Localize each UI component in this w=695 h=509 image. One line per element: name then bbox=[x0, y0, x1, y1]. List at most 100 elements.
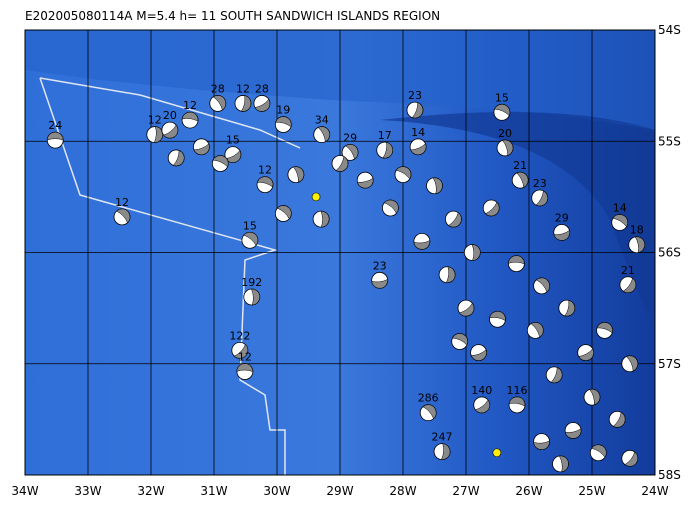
beachball bbox=[331, 155, 349, 172]
beachball bbox=[608, 410, 626, 428]
beachball-quadrant bbox=[445, 266, 456, 283]
beachball-quadrant bbox=[535, 190, 548, 207]
beachball bbox=[508, 255, 525, 273]
beachball bbox=[253, 95, 271, 112]
y-tick-label: 58S bbox=[658, 468, 681, 482]
beachball-quadrant bbox=[459, 302, 475, 317]
beachball-quadrant bbox=[317, 126, 330, 143]
beachball bbox=[256, 176, 274, 194]
beachball-quadrant bbox=[236, 363, 254, 373]
x-tick-label: 28W bbox=[389, 484, 416, 498]
beachball bbox=[46, 131, 64, 149]
beachball-quadrant bbox=[371, 278, 388, 289]
x-tick-label: 31W bbox=[200, 484, 227, 498]
beachball bbox=[545, 366, 563, 384]
beachball-quadrant bbox=[535, 277, 550, 293]
beachball bbox=[511, 171, 529, 189]
y-tick-label: 56S bbox=[658, 246, 681, 260]
beachball-quadrant bbox=[212, 155, 229, 168]
beachball-quadrant bbox=[293, 166, 305, 183]
beachball bbox=[611, 214, 629, 231]
depth-label: 14 bbox=[613, 201, 627, 214]
depth-label: 23 bbox=[373, 259, 387, 272]
beachball bbox=[628, 236, 646, 254]
beachball bbox=[533, 277, 550, 295]
beachball-quadrant bbox=[489, 311, 506, 322]
beachball bbox=[181, 111, 199, 129]
beachball bbox=[589, 444, 607, 462]
beachball-quadrant bbox=[564, 300, 575, 317]
beachball bbox=[552, 455, 569, 473]
beachball bbox=[394, 166, 412, 184]
beachball bbox=[313, 126, 331, 143]
beachball bbox=[224, 146, 242, 164]
beachball bbox=[533, 433, 550, 451]
beachball-quadrant bbox=[153, 126, 164, 143]
depth-label: 12 bbox=[238, 351, 252, 364]
beachball-quadrant bbox=[553, 229, 570, 241]
beachball-quadrant bbox=[193, 143, 210, 155]
beachball bbox=[470, 344, 488, 362]
depth-label: 18 bbox=[630, 224, 644, 237]
beachball bbox=[312, 210, 330, 228]
beachball bbox=[371, 271, 389, 289]
beachball-quadrant bbox=[530, 322, 544, 338]
beachball-quadrant bbox=[383, 199, 399, 214]
beachball-quadrant bbox=[634, 236, 645, 253]
depth-label: 14 bbox=[411, 126, 425, 139]
beachball bbox=[583, 388, 601, 406]
beachball-quadrant bbox=[564, 428, 582, 439]
beachball bbox=[619, 276, 637, 294]
depth-label: 140 bbox=[471, 384, 492, 397]
beachball-quadrant bbox=[411, 102, 424, 119]
beachball-quadrant bbox=[432, 177, 443, 194]
depth-label: 15 bbox=[226, 134, 240, 147]
beachball-quadrant bbox=[502, 139, 514, 156]
beachball bbox=[577, 344, 595, 362]
depth-label: 29 bbox=[343, 131, 357, 144]
beachball bbox=[274, 116, 292, 133]
beachball-quadrant bbox=[163, 124, 179, 139]
beachball-quadrant bbox=[624, 451, 639, 467]
beachball-quadrant bbox=[181, 111, 199, 122]
depth-label: 24 bbox=[48, 119, 62, 132]
x-tick-label: 32W bbox=[137, 484, 164, 498]
beachball bbox=[564, 422, 582, 439]
beachball-quadrant bbox=[591, 444, 607, 458]
beachball-quadrant bbox=[625, 355, 638, 372]
beachball bbox=[241, 231, 259, 249]
beachball bbox=[526, 321, 544, 339]
beachball bbox=[438, 266, 456, 284]
beachball-quadrant bbox=[395, 166, 412, 180]
event-marker bbox=[311, 192, 321, 202]
beachball-quadrant bbox=[440, 443, 451, 460]
beachball-quadrant bbox=[243, 232, 259, 246]
beachball-quadrant bbox=[596, 322, 613, 334]
beachball-quadrant bbox=[612, 412, 626, 428]
x-tick-label: 33W bbox=[74, 484, 101, 498]
depth-label: 192 bbox=[241, 276, 262, 289]
beachball-quadrant bbox=[622, 277, 637, 293]
beachball-quadrant bbox=[533, 440, 550, 450]
beachball bbox=[457, 299, 475, 317]
depth-label: 28 bbox=[255, 82, 269, 95]
x-tick-label: 30W bbox=[263, 484, 290, 498]
frame bbox=[24, 29, 656, 476]
beachball bbox=[419, 404, 437, 422]
beachball bbox=[341, 143, 359, 161]
beachball-quadrant bbox=[46, 131, 64, 141]
beachball bbox=[508, 396, 526, 414]
beachball bbox=[553, 224, 571, 241]
beachball bbox=[489, 310, 506, 328]
beachball bbox=[496, 139, 514, 157]
beachball-quadrant bbox=[335, 156, 349, 172]
beachball-quadrant bbox=[612, 214, 628, 228]
beachball bbox=[493, 103, 511, 121]
beachball-quadrant bbox=[558, 455, 569, 473]
depth-label: 34 bbox=[315, 114, 329, 127]
beachball bbox=[167, 149, 185, 167]
x-tick-label: 25W bbox=[578, 484, 605, 498]
depth-label: 12 bbox=[258, 164, 272, 177]
beachball bbox=[287, 166, 305, 184]
beachball-quadrant bbox=[448, 212, 462, 228]
